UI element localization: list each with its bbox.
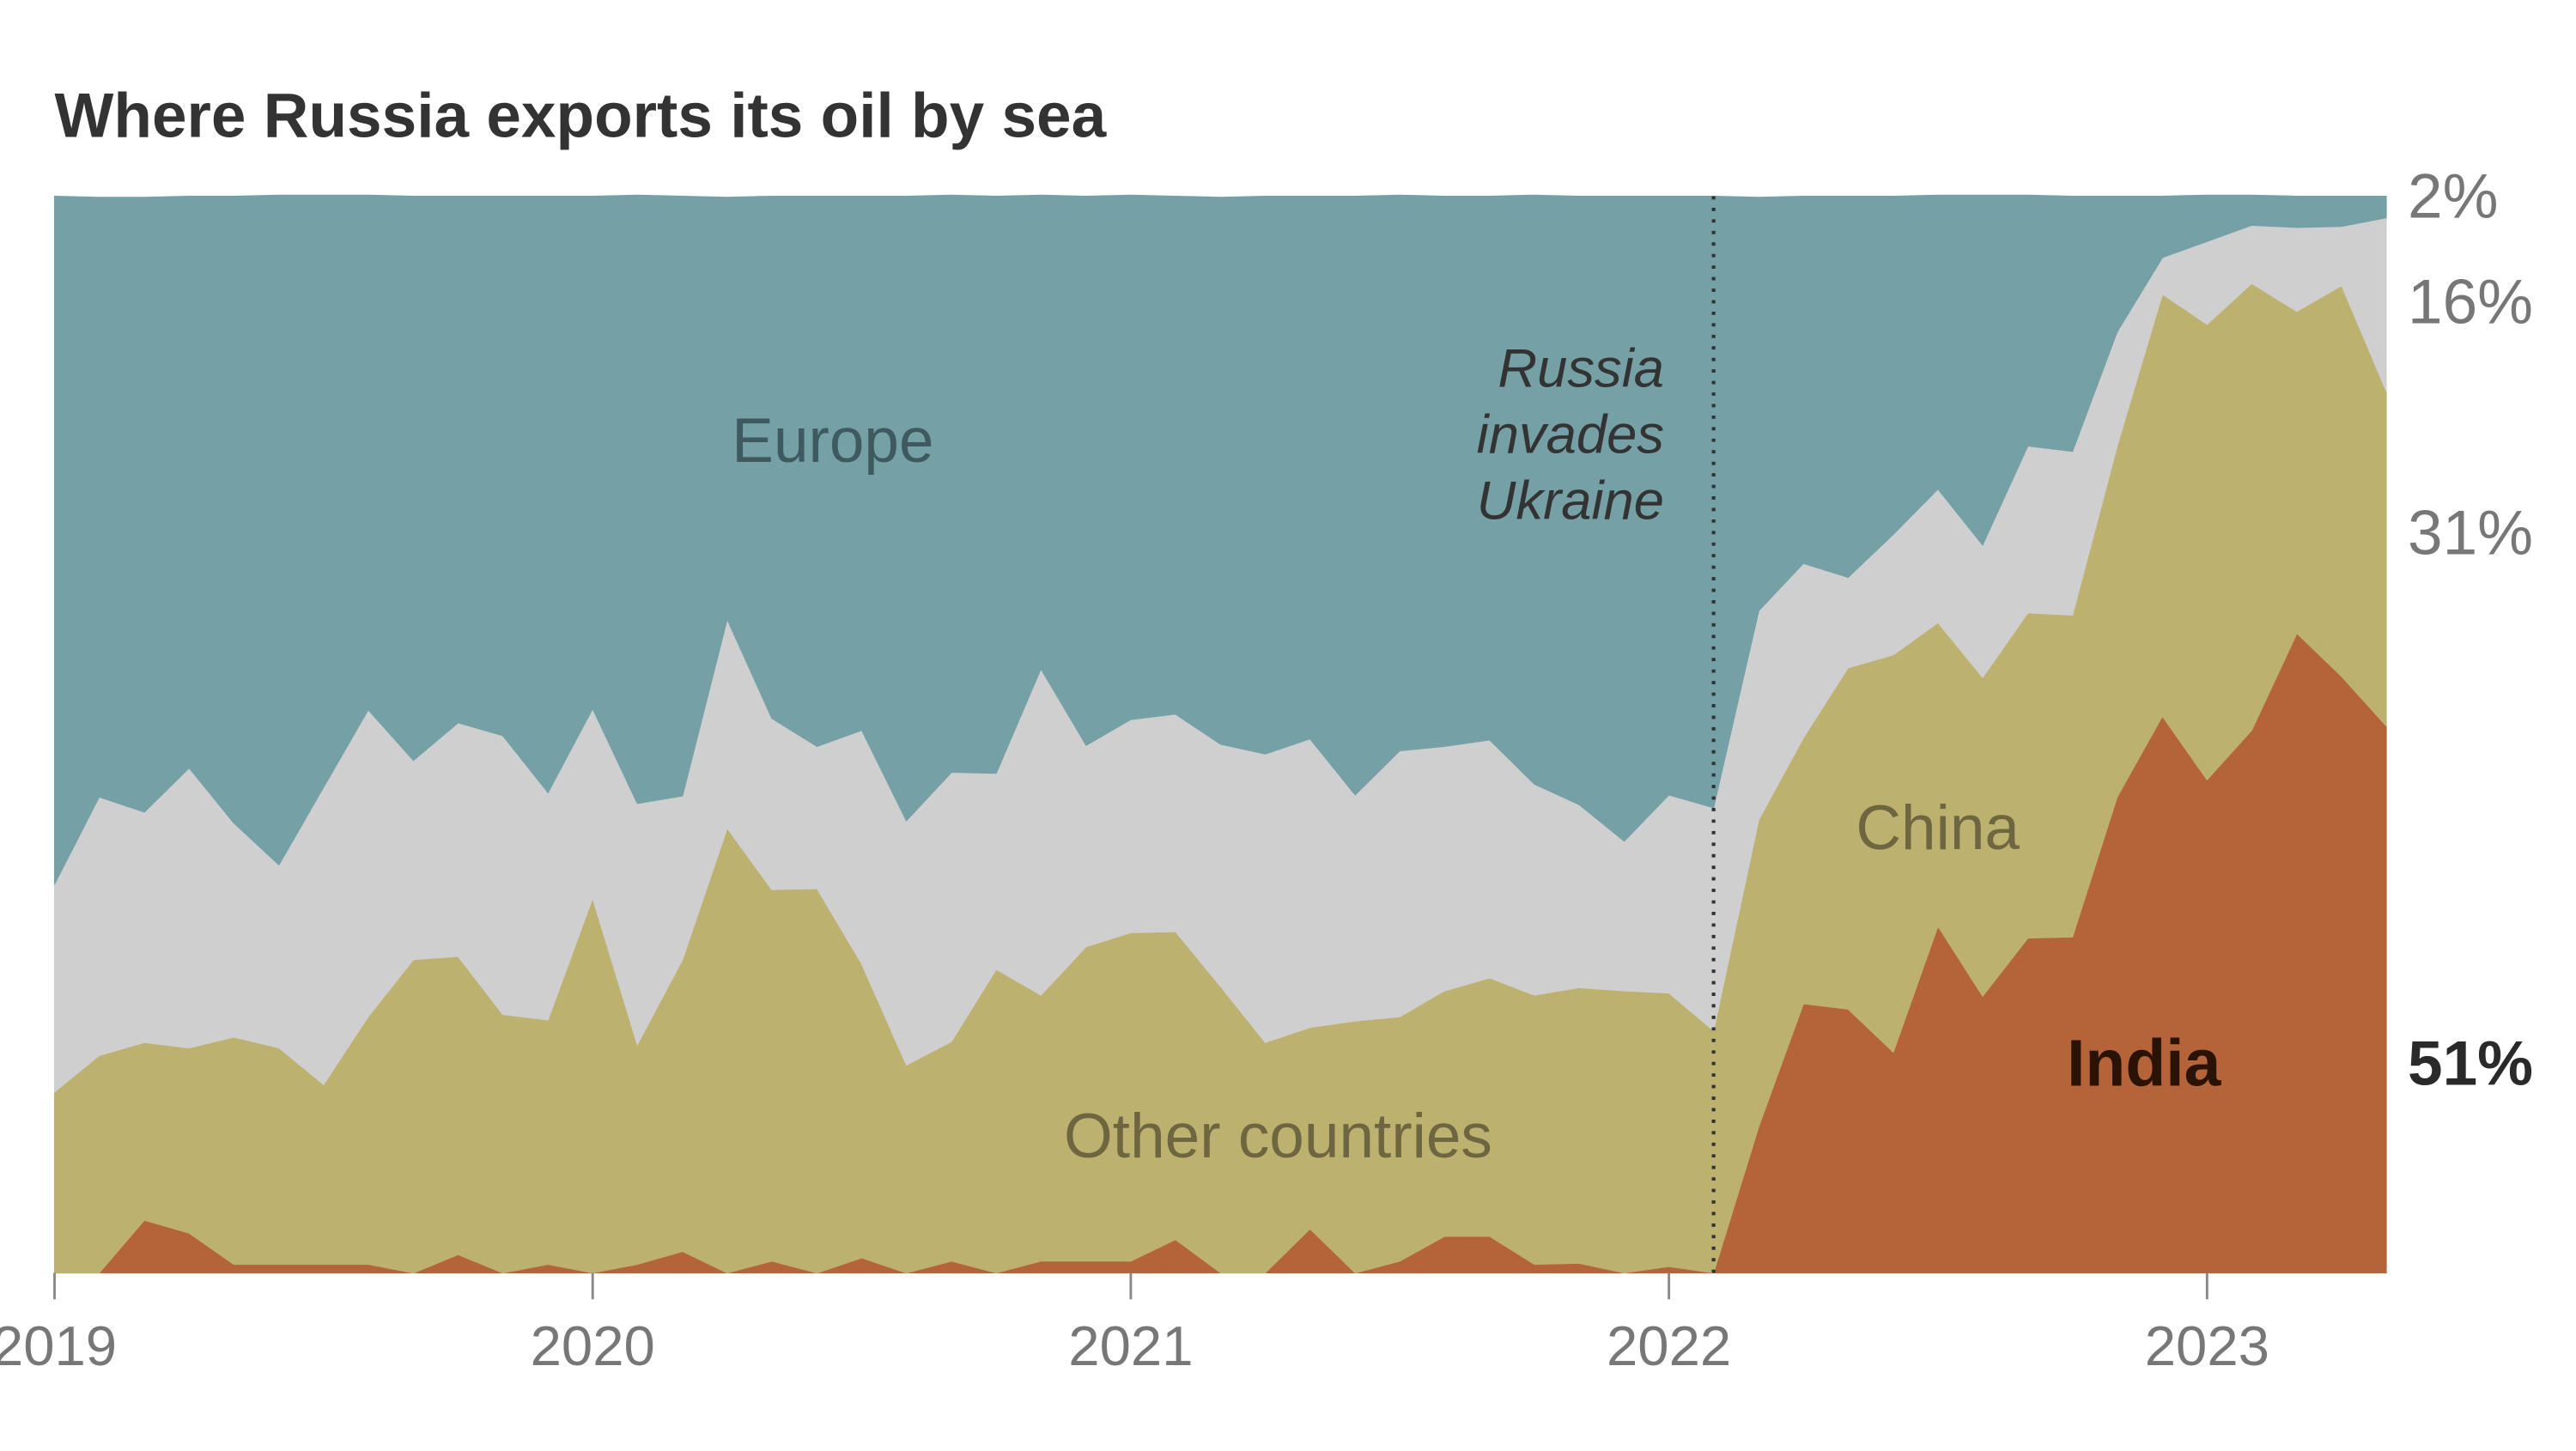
x-tick-label: 2019	[0, 1314, 117, 1377]
x-tick-label: 2021	[1068, 1314, 1193, 1377]
series-label: Other countries	[1064, 1102, 1492, 1171]
chart-title: Where Russia exports its oil by sea	[55, 81, 1108, 150]
end-label: 16%	[2408, 267, 2533, 337]
annotation-text: Ukraine	[1477, 471, 1664, 531]
series-label: India	[2067, 1027, 2221, 1101]
overlay: 2019 2020 2021 2022 2023 RussiainvadesUkraine…	[0, 162, 2533, 1378]
x-tick-label: 2022	[1607, 1314, 1731, 1377]
end-label: 31%	[2408, 498, 2533, 568]
end-label: 2%	[2408, 162, 2498, 232]
series-label: Europe	[732, 406, 933, 476]
x-tick-label: 2020	[531, 1314, 655, 1377]
series-label: China	[1856, 793, 2020, 863]
x-tick-label: 2023	[2145, 1314, 2269, 1377]
area	[53, 194, 2387, 885]
annotation-text: Russia	[1498, 339, 1664, 399]
annotation-text: invades	[1477, 405, 1664, 465]
areas	[53, 194, 2387, 1274]
end-label: 51%	[2408, 1029, 2533, 1099]
